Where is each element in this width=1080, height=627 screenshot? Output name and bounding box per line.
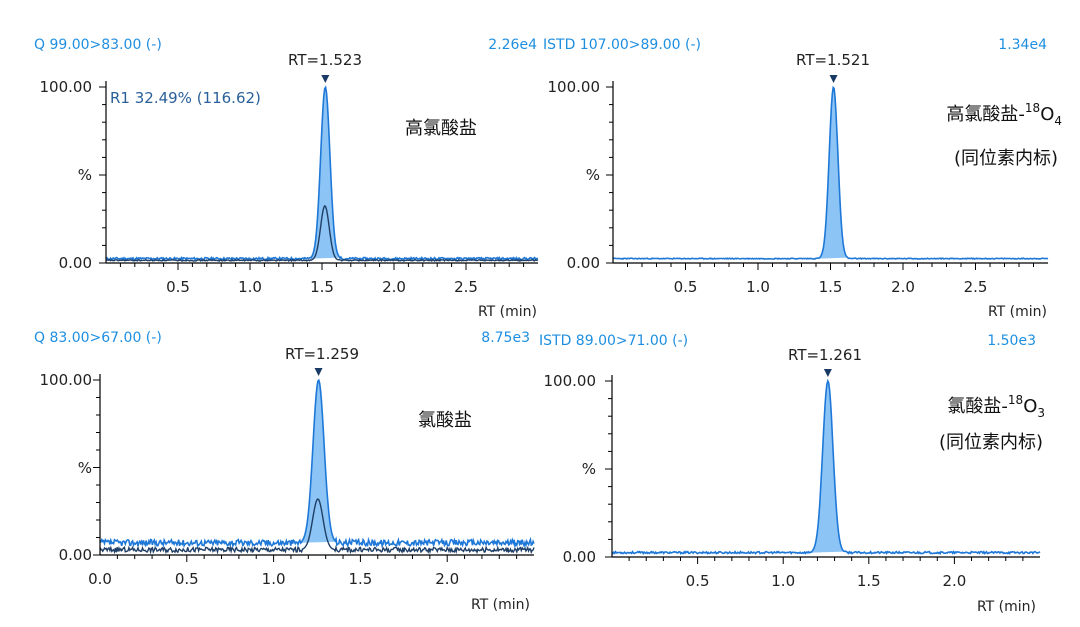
series-line-quantifier [105,85,539,262]
compound-subscript: 4 [1054,114,1062,128]
y-axis-label: % [586,166,600,184]
x-tick-label: 2.0 [942,572,966,590]
channel-label: Q 83.00>67.00 (-) [34,330,162,346]
peak-marker-icon [823,369,832,377]
series-line-qualifier [105,204,539,263]
channel-label: ISTD 89.00>71.00 (-) [539,333,688,349]
compound-name: 高氯酸盐- [946,104,1025,125]
intensity-label: 2.26e4 [488,37,537,53]
chart-panel-chlorate: Q 83.00>67.00 (-) 8.75e3 RT=1.259 100.00… [34,330,535,613]
compound-label: 高氯酸盐-18O4 [946,101,1062,128]
x-axis-label: RT (min) [471,597,530,613]
y-top-label: 100.00 [40,371,93,389]
peak-marker-icon [829,75,838,83]
intensity-label: 1.34e4 [998,37,1047,53]
x-tick-label: 1.0 [771,572,795,590]
y-bottom-label: 0.00 [567,254,600,272]
y-axis-label: % [78,166,92,184]
peak-rt-label: RT=1.521 [796,51,870,69]
channel-label: Q 99.00>83.00 (-) [34,37,162,53]
x-tick-label: 1.5 [857,572,881,590]
compound-label: 氯酸盐-18O3 [947,393,1045,420]
peak-marker-icon [314,368,323,376]
compound-name: 高氯酸盐 [405,118,477,139]
series-line-internal-standard [612,85,1049,261]
x-tick-label: 0.5 [166,278,190,296]
x-tick-label: 1.0 [746,278,770,296]
peak-rt-label: RT=1.523 [288,51,362,69]
x-tick-label: 2.0 [435,570,459,588]
x-axis-label: RT (min) [478,304,537,320]
peak-marker-icon [321,75,330,83]
y-axis-label: % [78,459,92,477]
compound-element: O [1040,104,1054,125]
x-tick-label: 2.5 [454,278,478,296]
compound-element: O [1023,396,1037,417]
compound-label: 高氯酸盐 [405,118,477,139]
x-tick-label: 1.5 [819,278,843,296]
x-tick-label: 1.0 [262,570,286,588]
y-bottom-label: 0.00 [59,546,92,564]
compound-superscript: 18 [1008,393,1023,407]
chart-panel-perchlorate: Q 99.00>83.00 (-) 2.26e4 RT=1.523 100.00… [34,37,539,320]
peak-area-fill [819,87,848,259]
series-line-qualifier [99,498,535,555]
series-line-quantifier [99,378,535,549]
chart-panel-perchlorate-istd: ISTD 107.00>89.00 (-) 1.34e4 RT=1.521 10… [543,37,1062,320]
compound-superscript: 18 [1025,101,1040,115]
ion-ratio-label: R1 32.49% (116.62) [110,89,261,107]
peak-area-fill [811,381,845,553]
x-tick-label: 2.5 [964,278,988,296]
x-tick-label: 2.0 [382,278,406,296]
x-tick-label: 0.5 [674,278,698,296]
channel-label: ISTD 107.00>89.00 (-) [543,37,701,53]
x-tick-label: 1.5 [310,278,334,296]
peak-rt-label: RT=1.261 [788,346,862,364]
compound-subscript: 3 [1037,406,1045,420]
chart-panel-chlorate-istd: ISTD 89.00>71.00 (-) 1.50e3 RT=1.261 100… [539,333,1045,615]
y-bottom-label: 0.00 [563,548,596,566]
compound-label: 氯酸盐 [418,410,472,431]
y-bottom-label: 0.00 [59,254,92,272]
y-top-label: 100.00 [544,372,597,390]
compound-name: 氯酸盐 [418,410,472,431]
x-axis-label: RT (min) [988,304,1047,320]
x-tick-label: 1.5 [348,570,372,588]
x-tick-label: 0.0 [88,570,112,588]
peak-area-fill [300,380,337,543]
x-tick-label: 1.0 [238,278,262,296]
intensity-label: 8.75e3 [481,330,530,346]
x-axis-label: RT (min) [977,599,1036,615]
series-line-internal-standard [611,378,1041,556]
compound-name: 氯酸盐- [947,396,1008,417]
y-axis-label: % [582,460,596,478]
internal-standard-note: (同位素内标) [939,432,1043,453]
intensity-label: 1.50e3 [987,333,1036,349]
peak-rt-label: RT=1.259 [285,345,359,363]
x-tick-label: 2.0 [891,278,915,296]
x-tick-label: 0.5 [686,572,710,590]
peak-area-fill [310,87,341,259]
internal-standard-note: (同位素内标) [954,148,1058,169]
y-top-label: 100.00 [40,78,93,96]
y-top-label: 100.00 [548,78,601,96]
x-tick-label: 0.5 [175,570,199,588]
